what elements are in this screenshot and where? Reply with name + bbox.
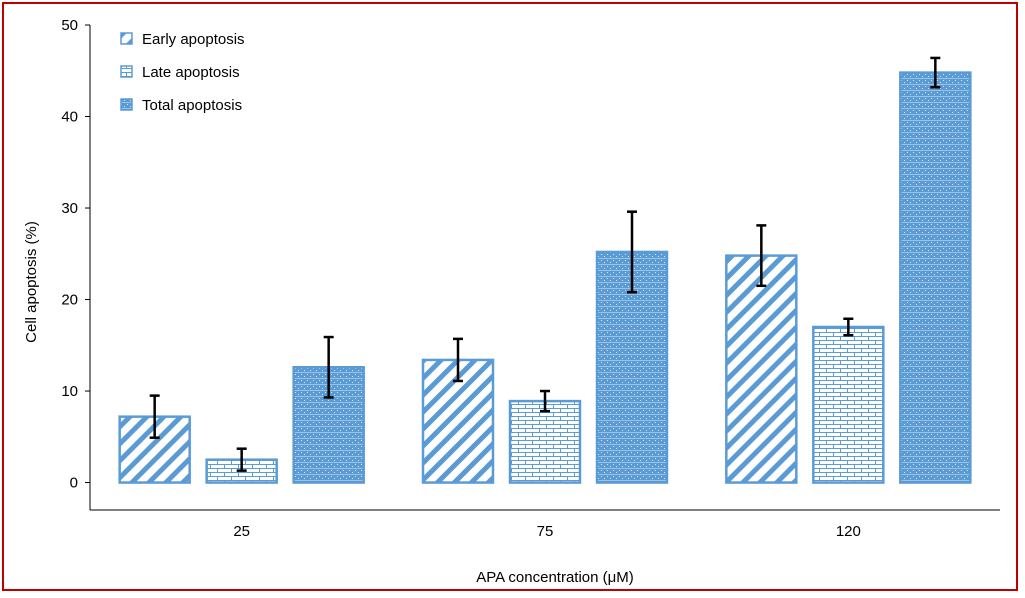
bar-total-apoptosis-120	[899, 71, 972, 484]
y-tick-label: 40	[61, 109, 78, 126]
bar-early-apoptosis-120	[725, 254, 798, 484]
legend-swatch	[120, 65, 133, 78]
legend-label: Early apoptosis	[142, 31, 245, 48]
y-tick-label: 0	[70, 475, 78, 492]
x-tick-label: 25	[233, 523, 250, 540]
y-axis: 0 10 20 30 40 50	[61, 17, 91, 510]
bar-late-apoptosis-120	[812, 325, 885, 484]
legend-label: Late apoptosis	[142, 64, 240, 81]
chart-frame	[2, 2, 1018, 591]
error-bar	[453, 337, 463, 383]
y-tick-label: 20	[61, 292, 78, 309]
legend-swatch	[120, 98, 133, 111]
legend: Early apoptosis Late apoptosis Total apopt…	[120, 31, 245, 114]
x-tick-label: 120	[836, 523, 861, 540]
error-bar	[540, 389, 550, 413]
error-bar	[627, 210, 637, 294]
legend-swatch	[120, 32, 133, 45]
legend-item: Early apoptosis	[120, 31, 245, 48]
y-tick-label: 10	[61, 383, 78, 400]
bars	[118, 71, 972, 484]
x-tick-label: 75	[537, 523, 554, 540]
legend-label: Total apoptosis	[142, 97, 242, 114]
error-bars	[149, 56, 941, 472]
x-axis-label: APA concentration (μM)	[476, 569, 634, 586]
legend-item: Total apoptosis	[120, 97, 242, 114]
y-tick-label: 50	[61, 17, 78, 34]
error-bar	[323, 335, 334, 399]
y-tick-label: 30	[61, 200, 78, 217]
legend-item: Late apoptosis	[120, 64, 240, 81]
error-bar	[756, 224, 767, 288]
error-bar	[236, 447, 247, 472]
bar-late-apoptosis-75	[508, 399, 582, 484]
error-bar	[149, 394, 160, 439]
x-axis: 25 75 120	[90, 509, 1000, 540]
error-bar	[930, 56, 941, 89]
error-bar	[843, 317, 854, 337]
y-axis-label: Cell apoptosis (%)	[23, 221, 40, 343]
